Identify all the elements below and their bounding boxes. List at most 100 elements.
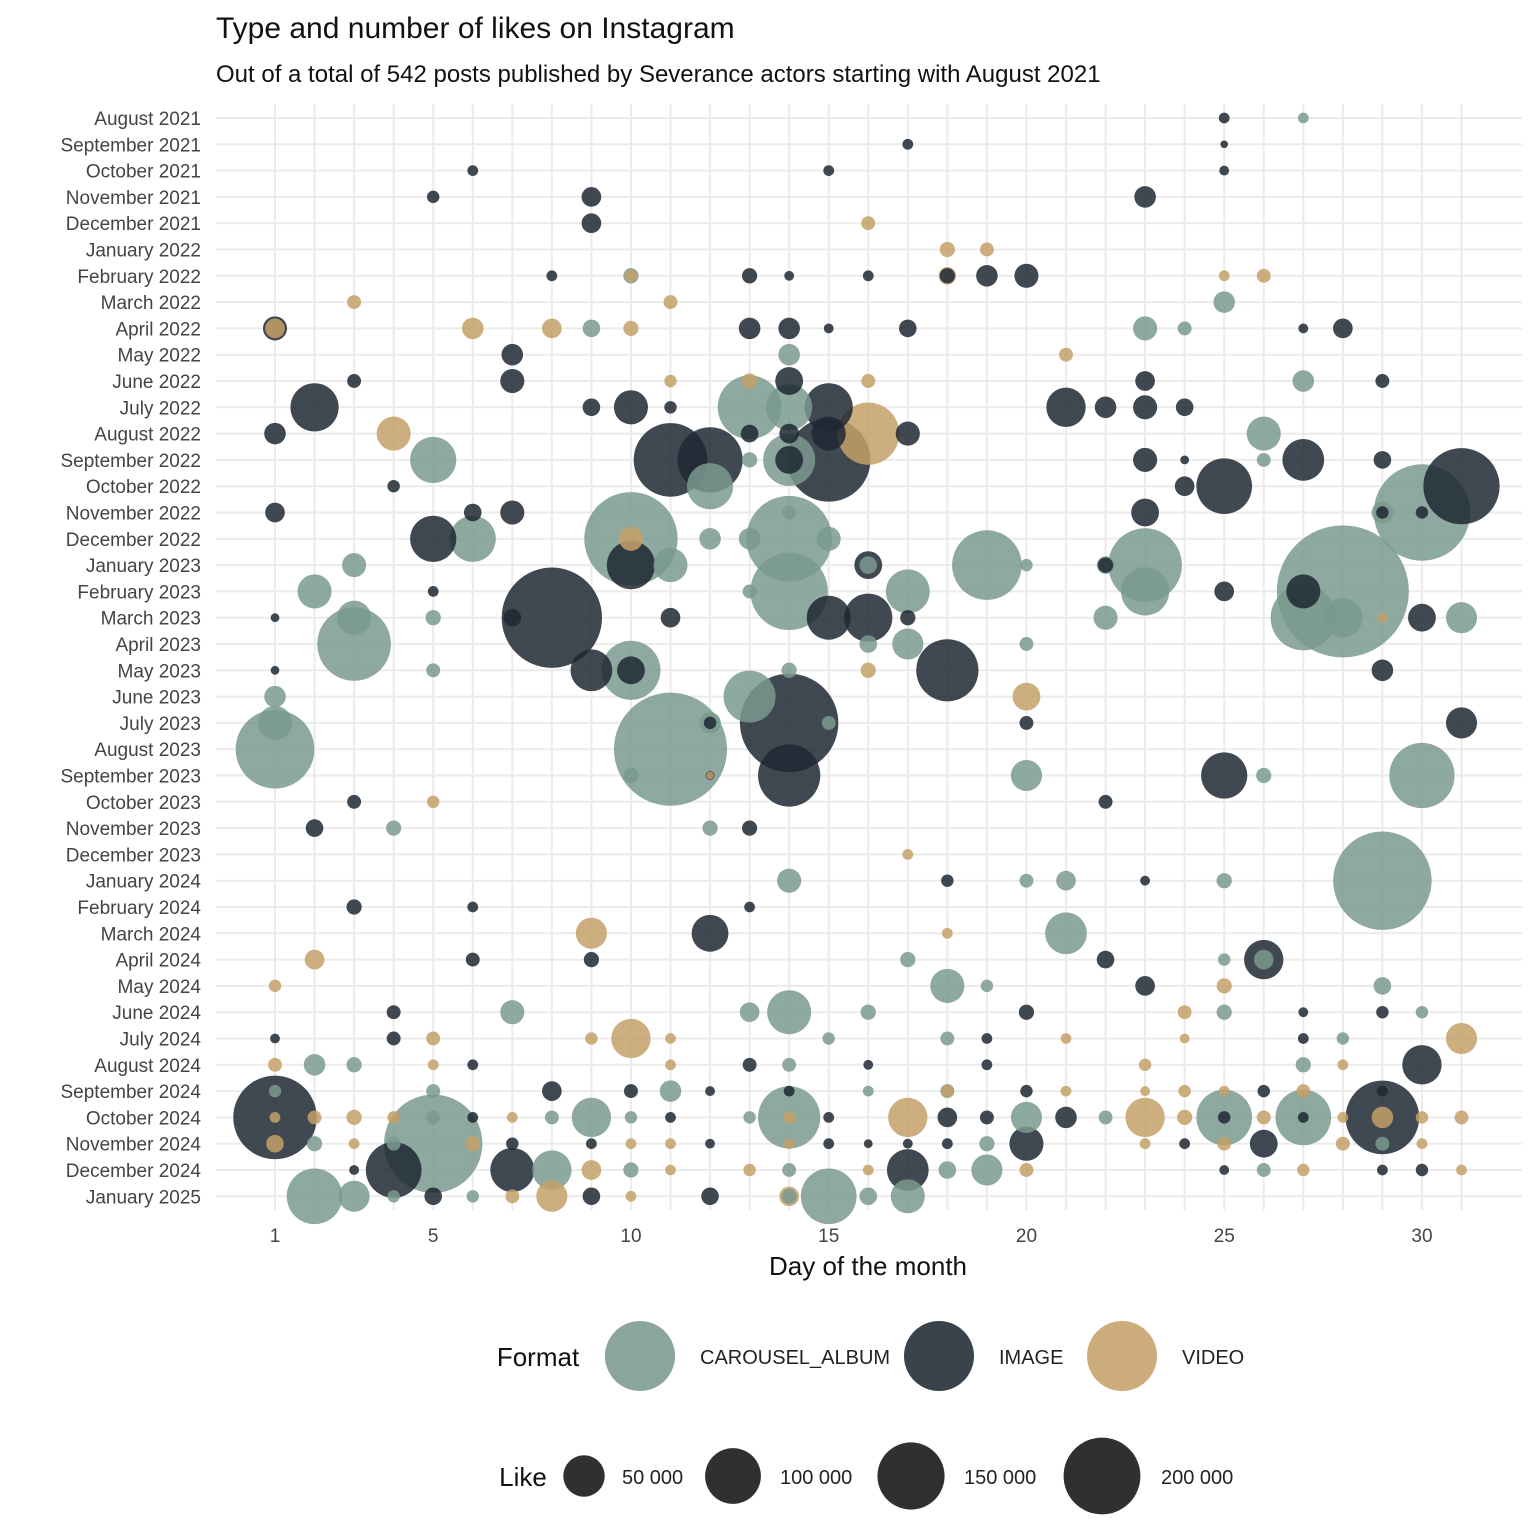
data-point-image	[546, 270, 558, 282]
y-tick-label: November 2024	[66, 1135, 202, 1156]
data-point-image	[583, 951, 600, 968]
data-point-image	[778, 317, 800, 340]
data-point-carousel-album	[1445, 602, 1478, 634]
data-point-image	[742, 1057, 757, 1072]
data-point-video	[1445, 1022, 1478, 1055]
data-point-image	[1180, 455, 1190, 465]
data-point-image	[270, 613, 280, 623]
data-point-carousel-album	[940, 1031, 955, 1046]
data-point-carousel-album	[500, 1000, 525, 1025]
data-point-image	[916, 639, 979, 702]
data-point-carousel-album	[900, 951, 916, 968]
data-point-carousel-album	[816, 526, 841, 551]
data-point-carousel-album	[337, 600, 372, 635]
size-legend-circle	[1063, 1437, 1141, 1515]
data-point-image	[1286, 574, 1321, 609]
data-point-image	[1371, 659, 1394, 682]
data-point-video	[1140, 1086, 1151, 1097]
data-point-image	[1415, 506, 1429, 519]
data-point-carousel-album	[532, 1150, 572, 1190]
format-legend-swatch	[605, 1321, 675, 1391]
data-point-image	[1014, 263, 1039, 288]
data-point-carousel-album	[767, 990, 812, 1035]
data-point-image	[1219, 165, 1230, 176]
data-point-image	[542, 1081, 562, 1101]
data-point-image	[501, 343, 524, 366]
y-tick-label: November 2021	[66, 188, 201, 209]
data-point-image	[586, 1138, 597, 1150]
data-point-image	[775, 367, 804, 395]
data-point-image	[290, 383, 339, 432]
data-point-carousel-album	[466, 1190, 479, 1203]
y-tick-label: July 2022	[120, 398, 201, 419]
data-point-image	[823, 1138, 835, 1150]
data-point-carousel-album	[449, 515, 496, 562]
data-point-carousel-album	[781, 1188, 797, 1204]
data-point-carousel-album	[1270, 585, 1336, 651]
data-point-video	[611, 1018, 651, 1059]
data-point-carousel-album	[623, 767, 639, 784]
data-point-carousel-album	[1019, 873, 1034, 888]
data-point-carousel-album	[286, 1168, 343, 1225]
data-point-carousel-album	[1256, 1163, 1271, 1177]
data-point-image	[1217, 1111, 1231, 1124]
y-tick-label: December 2023	[66, 845, 201, 866]
data-point-carousel-album	[624, 1111, 638, 1124]
data-point-carousel-album	[297, 574, 332, 609]
data-point-carousel-album	[930, 968, 965, 1003]
y-axis-tick-labels: August 2021 September 2021 October 2021 Nov…	[61, 109, 202, 1208]
data-point-carousel-album	[938, 1161, 957, 1179]
y-tick-label: September 2024	[61, 1082, 202, 1103]
data-point-image	[899, 319, 917, 338]
data-point-carousel-album	[1216, 1004, 1232, 1020]
data-point-video	[1456, 1164, 1467, 1176]
x-tick-label: 15	[818, 1226, 839, 1247]
data-point-video	[1256, 1110, 1271, 1125]
data-point-carousel-album	[1373, 977, 1392, 995]
data-point-image	[775, 445, 804, 474]
data-point-image	[1219, 1165, 1230, 1175]
data-point-video	[979, 242, 994, 257]
data-point-image	[862, 270, 874, 282]
data-point-image	[1377, 1085, 1388, 1097]
data-point-carousel-album	[425, 610, 441, 626]
data-point-image	[738, 317, 761, 340]
size-legend-circle	[877, 1442, 945, 1510]
data-point-video	[1138, 1058, 1152, 1072]
data-point-image	[1376, 506, 1389, 519]
data-point-image	[660, 607, 681, 628]
size-legend-label: 150 000	[964, 1467, 1036, 1489]
data-point-image	[705, 1086, 715, 1097]
data-point-video	[1019, 1163, 1034, 1177]
data-point-video	[505, 1189, 520, 1204]
data-point-image	[902, 138, 914, 150]
data-point-image	[426, 190, 440, 204]
data-point-image	[665, 1112, 676, 1123]
data-point-carousel-album	[821, 715, 836, 730]
data-point-image	[503, 608, 522, 627]
y-tick-label: May 2024	[118, 977, 202, 998]
data-point-carousel-album	[257, 705, 293, 740]
data-point-image	[1377, 1164, 1388, 1176]
y-tick-label: June 2022	[112, 372, 201, 393]
data-point-image	[1201, 752, 1248, 799]
data-point-carousel-album	[571, 1097, 612, 1138]
data-point-carousel-album	[782, 505, 797, 520]
data-point-video	[706, 771, 714, 780]
data-point-video	[625, 1190, 637, 1202]
data-point-image	[270, 665, 280, 675]
data-point-carousel-album	[778, 343, 800, 366]
size-legend-label: 200 000	[1161, 1467, 1233, 1489]
data-point-carousel-album	[1093, 605, 1118, 630]
data-point-carousel-album	[1375, 1136, 1390, 1151]
y-tick-label: April 2022	[115, 319, 201, 340]
data-point-carousel-album	[892, 628, 924, 660]
y-tick-label: January 2024	[86, 872, 202, 893]
data-point-carousel-album	[980, 979, 994, 993]
data-point-image	[806, 595, 851, 640]
data-point-carousel-album	[781, 662, 797, 678]
data-point-carousel-album	[1020, 558, 1033, 572]
data-point-image	[467, 165, 479, 176]
data-point-image	[705, 1138, 715, 1149]
